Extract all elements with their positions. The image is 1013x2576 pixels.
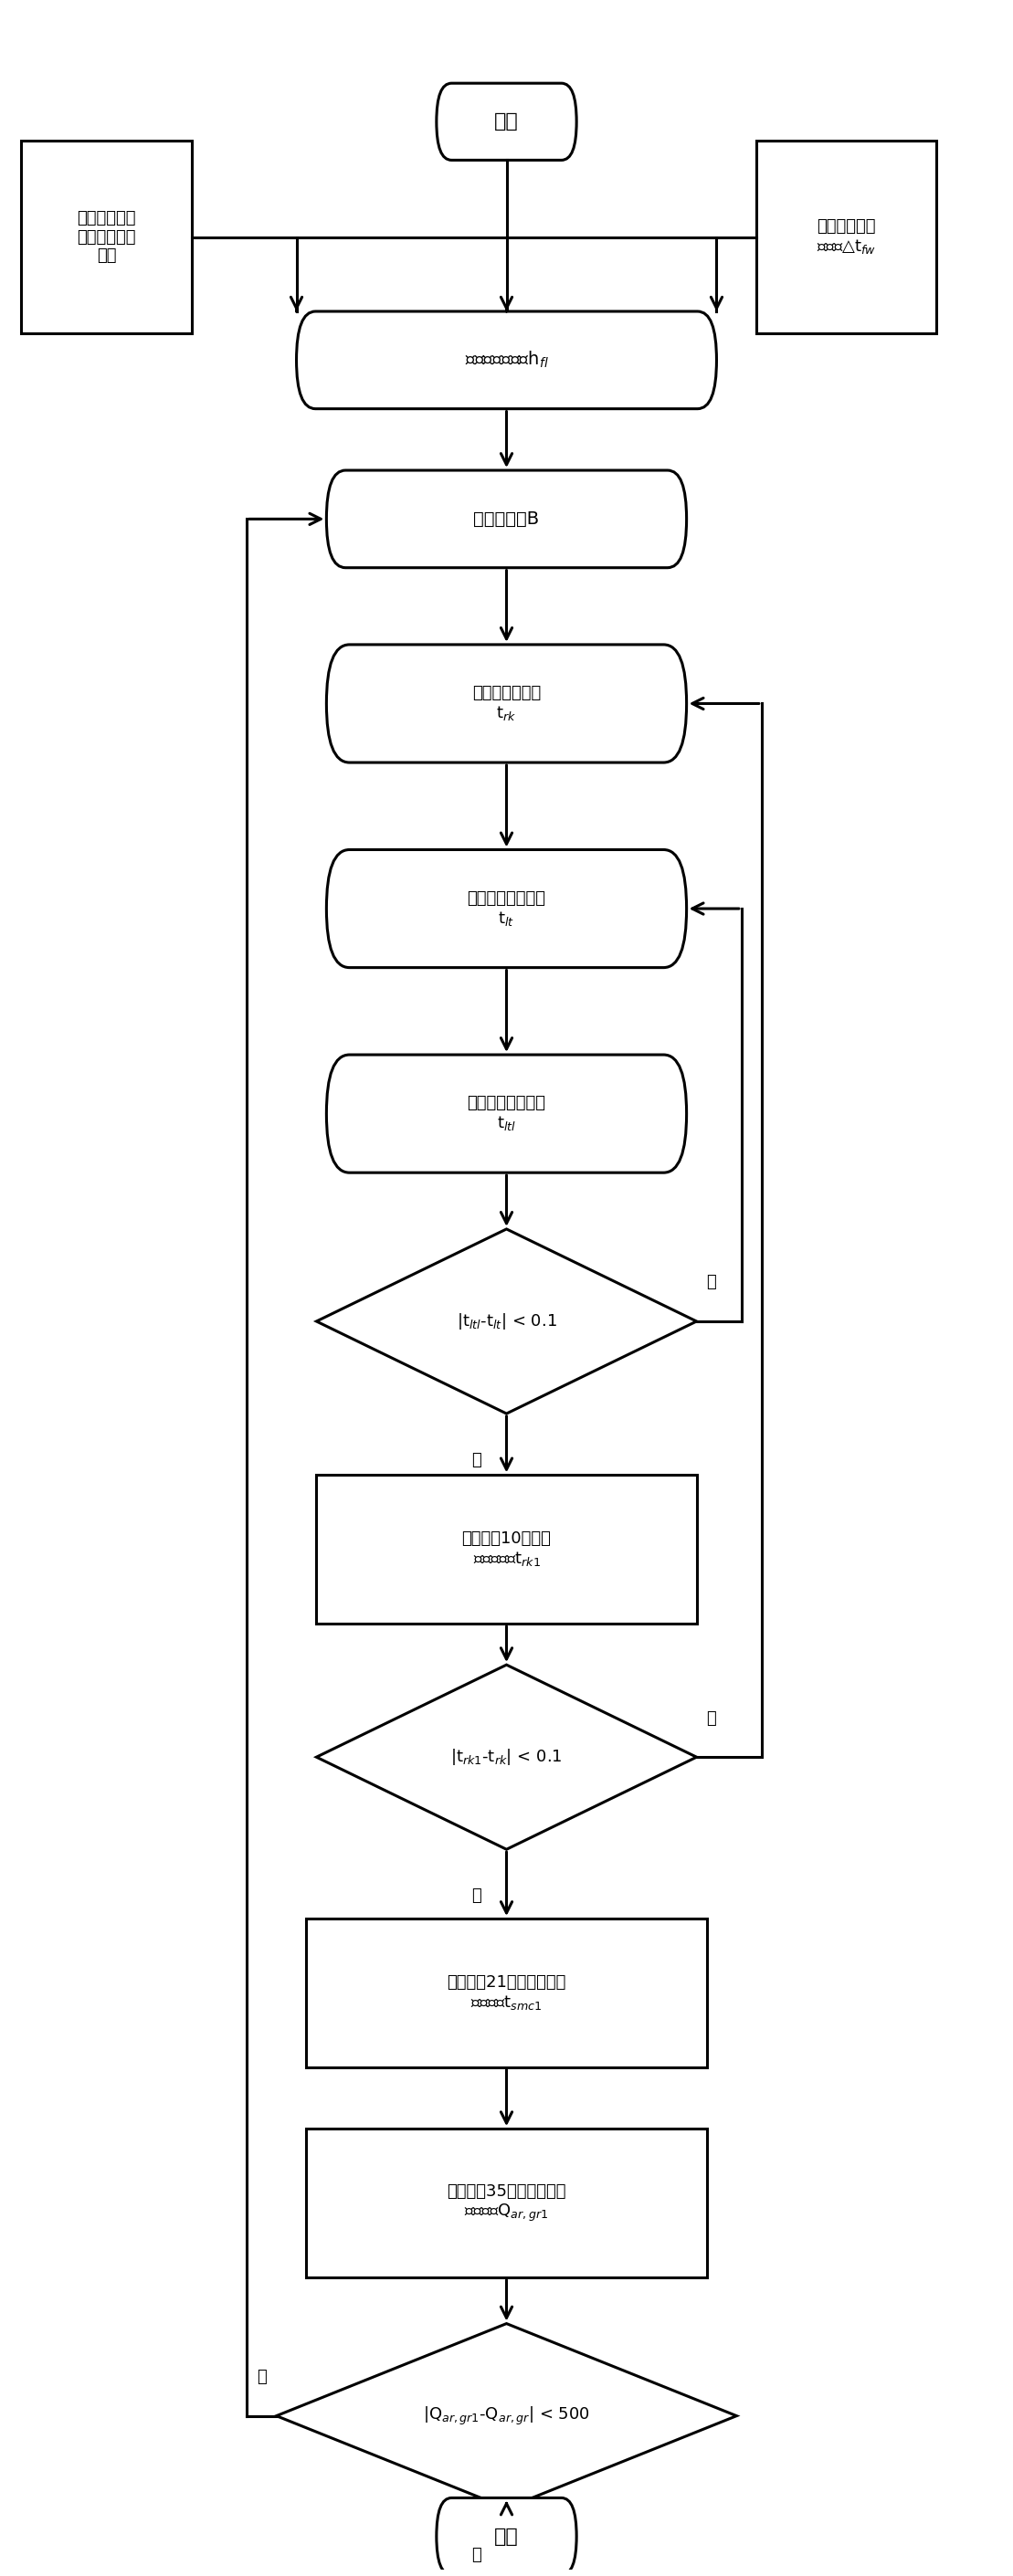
Text: 是: 是 bbox=[472, 1888, 481, 1904]
Polygon shape bbox=[316, 1229, 697, 1414]
Bar bbox=[757, 142, 937, 332]
FancyBboxPatch shape bbox=[297, 312, 716, 410]
FancyBboxPatch shape bbox=[326, 1054, 687, 1172]
Text: |t$_{ltl}$-t$_{lt}$| < 0.1: |t$_{ltl}$-t$_{lt}$| < 0.1 bbox=[456, 1311, 557, 1332]
Text: 假定热空气温度
t$_{rk}$: 假定热空气温度 t$_{rk}$ bbox=[472, 685, 541, 721]
Bar bbox=[316, 1476, 697, 1623]
Text: 否: 否 bbox=[256, 2370, 266, 2385]
Text: 是: 是 bbox=[472, 2548, 481, 2563]
Polygon shape bbox=[277, 2324, 736, 2509]
FancyBboxPatch shape bbox=[326, 644, 687, 762]
FancyBboxPatch shape bbox=[437, 2499, 576, 2576]
Polygon shape bbox=[316, 1664, 697, 1850]
Text: 计算炉膛出口烟温
t$_{ltl}$: 计算炉膛出口烟温 t$_{ltl}$ bbox=[467, 1095, 546, 1133]
Text: 采用式（21）计算省煤器
出口水温t$_{smc1}$: 采用式（21）计算省煤器 出口水温t$_{smc1}$ bbox=[447, 1973, 566, 2012]
Text: 结束: 结束 bbox=[494, 2527, 519, 2545]
Text: 开始: 开始 bbox=[494, 113, 519, 131]
Bar bbox=[21, 142, 191, 332]
Text: 否: 否 bbox=[706, 1710, 716, 1726]
Text: 给定给水温度
变化值△t$_{fw}$: 给定给水温度 变化值△t$_{fw}$ bbox=[816, 219, 876, 255]
Text: 假定燃料量B: 假定燃料量B bbox=[473, 510, 540, 528]
FancyBboxPatch shape bbox=[437, 82, 576, 160]
Bar bbox=[307, 2128, 706, 2277]
Text: 采用式（35）计算燃料高
位发热量Q$_{ar,gr1}$: 采用式（35）计算燃料高 位发热量Q$_{ar,gr1}$ bbox=[447, 2182, 566, 2223]
Text: |Q$_{ar,gr1}$-Q$_{ar,gr}$| < 500: |Q$_{ar,gr1}$-Q$_{ar,gr}$| < 500 bbox=[423, 2406, 590, 2427]
Text: |t$_{rk1}$-t$_{rk}$| < 0.1: |t$_{rk1}$-t$_{rk}$| < 0.1 bbox=[451, 1747, 562, 1767]
Bar bbox=[307, 1919, 706, 2069]
Text: 设定中间点焓值h$_{fl}$: 设定中间点焓值h$_{fl}$ bbox=[465, 350, 548, 371]
FancyBboxPatch shape bbox=[326, 850, 687, 969]
Text: 是: 是 bbox=[472, 1453, 481, 1468]
Text: 否: 否 bbox=[706, 1275, 716, 1291]
FancyBboxPatch shape bbox=[326, 471, 687, 567]
Text: 采用式（10）计算
热空气温度t$_{rk1}$: 采用式（10）计算 热空气温度t$_{rk1}$ bbox=[462, 1530, 551, 1569]
Text: 假定炉膛出口烟温
t$_{lt}$: 假定炉膛出口烟温 t$_{lt}$ bbox=[467, 889, 546, 927]
Text: 基准参数和运
行及结构参数
输入: 基准参数和运 行及结构参数 输入 bbox=[77, 209, 136, 265]
